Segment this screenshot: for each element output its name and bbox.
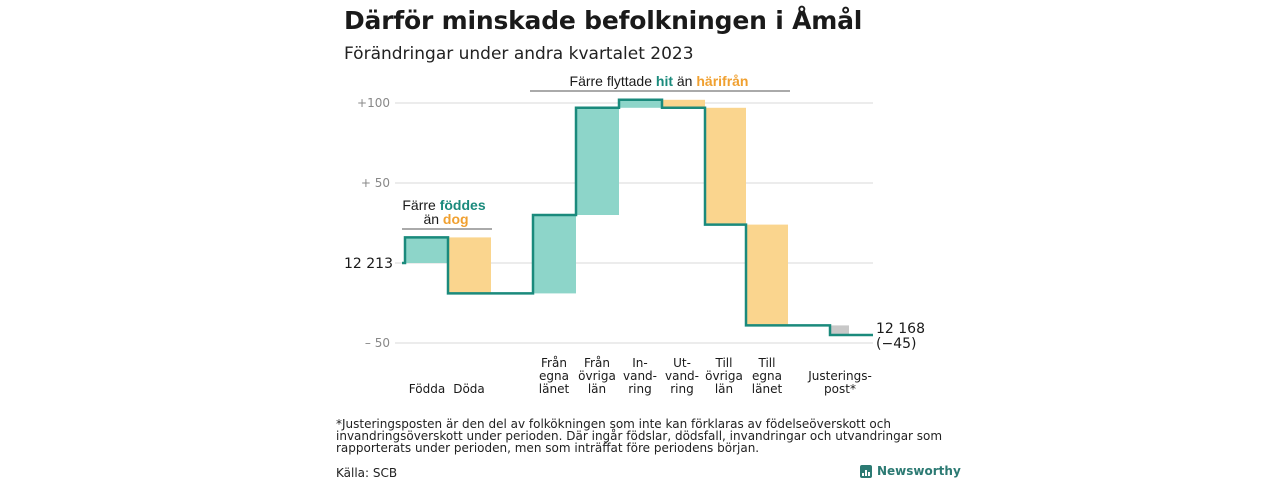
- category-label: egna: [752, 369, 782, 383]
- brand-logo: Newsworthy: [860, 463, 961, 479]
- category-label: Från: [541, 356, 567, 370]
- category-label: länet: [539, 382, 570, 396]
- y-tick-label: + 50: [361, 176, 390, 190]
- y-tick-label: +100: [357, 96, 390, 110]
- category-label: ring: [628, 382, 652, 396]
- category-label: länet: [752, 382, 783, 396]
- bar: [448, 237, 491, 294]
- category-label: Från: [584, 356, 610, 370]
- footnote-text: *Justeringsposten är den del av folkökni…: [336, 417, 943, 455]
- category-label: In-: [632, 356, 647, 370]
- annotation-migration-part: än: [673, 73, 696, 89]
- bar-chart-icon: [860, 464, 872, 478]
- y-tick-label: – 50: [365, 336, 390, 350]
- bar: [533, 215, 576, 294]
- category-label: län: [588, 382, 606, 396]
- category-label: Ut-: [673, 356, 691, 370]
- chart-title: Därför minskade befolkningen i Åmål: [344, 6, 863, 35]
- annotation-migration: Färre flyttade hit än härifrån: [570, 73, 749, 89]
- category-label: post*: [824, 382, 856, 396]
- annotation-births-part: föddes: [440, 197, 486, 213]
- step-line: [402, 98, 873, 337]
- bar: [576, 107, 619, 215]
- annotation-migration-part: hit: [656, 73, 673, 89]
- category-label: övriga: [578, 369, 616, 383]
- bar: [830, 325, 849, 335]
- annotation-births-line2: än dog: [423, 211, 468, 227]
- category-label: ring: [670, 382, 694, 396]
- category-label: egna: [539, 369, 569, 383]
- annotation-migration-part: Färre flyttade: [570, 73, 656, 89]
- category-label: övriga: [705, 369, 743, 383]
- category-label: vand-: [665, 369, 699, 383]
- category-label: Till: [715, 356, 733, 370]
- end-value-label: 12 168: [876, 321, 925, 337]
- category-label: län: [715, 382, 733, 396]
- category-label: Justerings-: [807, 369, 872, 383]
- category-label: Till: [758, 356, 776, 370]
- annotation-births-line2-part: än: [423, 211, 442, 227]
- bar: [405, 237, 448, 263]
- category-label: Döda: [453, 382, 485, 396]
- end-change-label: (−45): [876, 336, 916, 352]
- annotation-births: Färre föddes: [402, 197, 485, 213]
- source-label: Källa: SCB: [336, 466, 398, 480]
- brand-name: Newsworthy: [877, 464, 961, 478]
- chart-subtitle: Förändringar under andra kvartalet 2023: [344, 44, 694, 64]
- footnote: *Justeringsposten är den del av folkökni…: [336, 418, 946, 454]
- category-label: vand-: [623, 369, 657, 383]
- bar: [662, 99, 705, 108]
- annotation-migration-part: härifrån: [696, 73, 748, 89]
- start-value-label: 12 213: [344, 256, 393, 272]
- annotation-births-line2-part: dog: [443, 211, 469, 227]
- bar: [746, 224, 788, 326]
- annotation-births-part: Färre: [402, 197, 439, 213]
- category-label: Födda: [409, 382, 445, 396]
- bar: [619, 99, 662, 108]
- bar: [705, 107, 746, 225]
